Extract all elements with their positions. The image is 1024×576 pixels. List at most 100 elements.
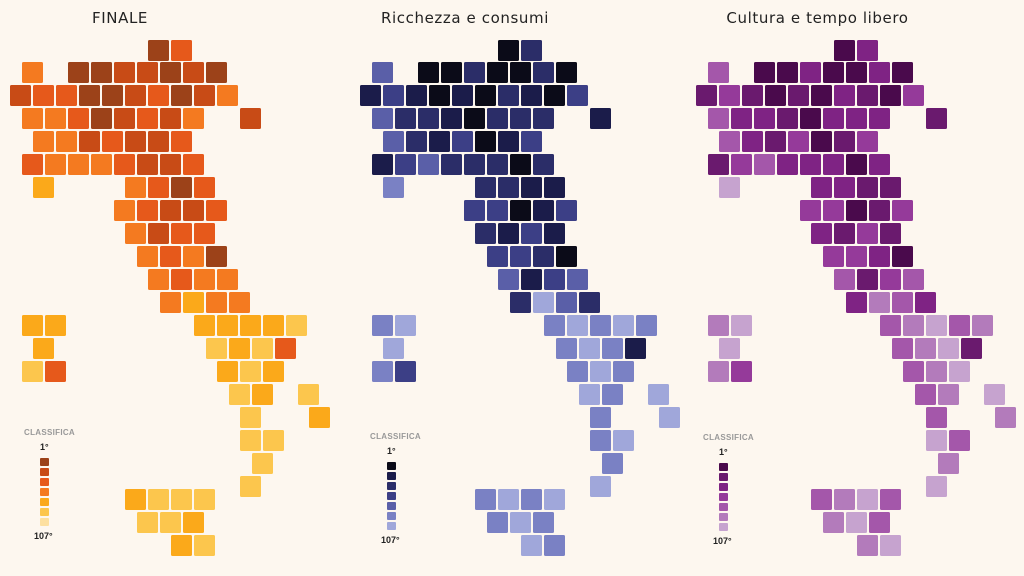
province-tile	[754, 62, 775, 83]
province-tile	[252, 384, 273, 405]
province-tile	[590, 430, 611, 451]
legend-swatch	[719, 523, 728, 531]
province-tile	[171, 223, 192, 244]
province-tile	[556, 62, 577, 83]
province-tile	[731, 315, 752, 336]
province-tile	[544, 489, 565, 510]
province-tile	[521, 269, 542, 290]
province-tile	[206, 62, 227, 83]
legend-swatch	[719, 503, 728, 511]
province-tile	[521, 85, 542, 106]
province-tile	[160, 200, 181, 221]
province-tile	[846, 62, 867, 83]
province-tile	[171, 177, 192, 198]
province-tile	[22, 154, 43, 175]
province-tile	[857, 489, 878, 510]
province-tile	[926, 108, 947, 129]
province-tile	[834, 40, 855, 61]
panel-ricchezza: Ricchezza e consumi	[340, 0, 680, 576]
province-tile	[148, 223, 169, 244]
province-tile	[286, 315, 307, 336]
legend-swatch	[40, 488, 49, 496]
legend-swatch	[387, 512, 396, 520]
province-tile	[45, 154, 66, 175]
province-tile	[91, 108, 112, 129]
province-tile	[648, 384, 669, 405]
province-tile	[240, 361, 261, 382]
province-tile	[708, 154, 729, 175]
province-tile	[240, 407, 261, 428]
province-tile	[475, 489, 496, 510]
province-tile	[114, 200, 135, 221]
province-tile	[579, 292, 600, 313]
province-tile	[834, 223, 855, 244]
province-tile	[137, 154, 158, 175]
province-tile	[742, 85, 763, 106]
province-tile	[708, 108, 729, 129]
province-tile	[823, 108, 844, 129]
province-tile	[521, 223, 542, 244]
province-tile	[429, 131, 450, 152]
province-tile	[556, 292, 577, 313]
province-tile	[903, 269, 924, 290]
province-tile	[961, 338, 982, 359]
province-tile	[229, 384, 250, 405]
province-tile	[183, 246, 204, 267]
province-tile	[880, 489, 901, 510]
province-tile	[995, 407, 1016, 428]
province-tile	[240, 430, 261, 451]
province-tile	[160, 154, 181, 175]
province-tile	[811, 85, 832, 106]
province-tile	[892, 62, 913, 83]
province-tile	[869, 246, 890, 267]
province-tile	[475, 177, 496, 198]
province-tile	[125, 489, 146, 510]
province-tile	[91, 154, 112, 175]
province-tile	[114, 108, 135, 129]
province-tile	[731, 108, 752, 129]
province-tile	[372, 108, 393, 129]
province-tile	[229, 292, 250, 313]
province-tile	[880, 223, 901, 244]
province-tile	[137, 512, 158, 533]
province-tile	[800, 154, 821, 175]
province-tile	[544, 269, 565, 290]
province-tile	[383, 85, 404, 106]
province-tile	[823, 154, 844, 175]
province-tile	[742, 131, 763, 152]
province-tile	[846, 108, 867, 129]
province-tile	[800, 200, 821, 221]
province-tile	[949, 430, 970, 451]
province-tile	[754, 108, 775, 129]
province-tile	[984, 384, 1005, 405]
province-tile	[823, 62, 844, 83]
province-tile	[475, 131, 496, 152]
province-tile	[972, 315, 993, 336]
province-tile	[926, 430, 947, 451]
province-tile	[395, 315, 416, 336]
province-tile	[137, 108, 158, 129]
province-tile	[510, 200, 531, 221]
province-tile	[510, 108, 531, 129]
province-tile	[487, 108, 508, 129]
province-tile	[160, 292, 181, 313]
province-tile	[533, 154, 554, 175]
province-tile	[533, 108, 554, 129]
province-tile	[567, 361, 588, 382]
legend-swatch	[40, 458, 49, 466]
province-tile	[544, 177, 565, 198]
province-tile	[206, 292, 227, 313]
province-tile	[938, 384, 959, 405]
province-tile	[160, 108, 181, 129]
province-tile	[275, 338, 296, 359]
province-tile	[240, 476, 261, 497]
legend-swatch	[387, 472, 396, 480]
province-tile	[800, 108, 821, 129]
province-tile	[372, 62, 393, 83]
province-tile	[360, 85, 381, 106]
legend-swatch	[387, 462, 396, 470]
legend-swatch	[40, 498, 49, 506]
province-tile	[823, 246, 844, 267]
province-tile	[148, 177, 169, 198]
